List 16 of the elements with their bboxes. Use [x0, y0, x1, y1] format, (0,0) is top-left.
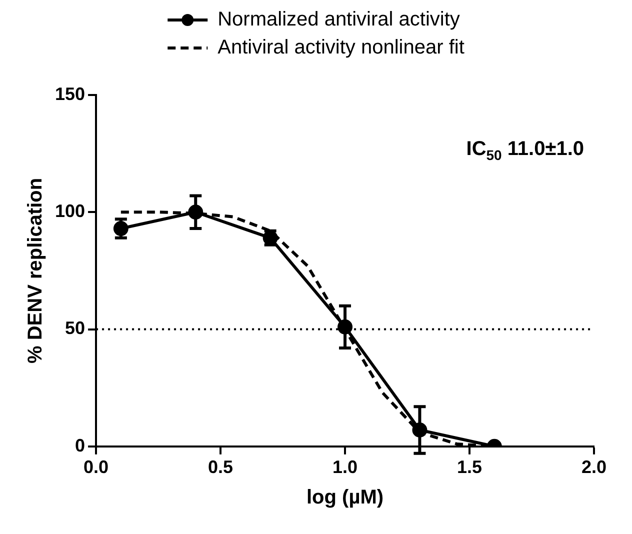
point — [188, 204, 204, 220]
x-tick-label: 0.0 — [84, 457, 109, 478]
y-tick-label: 150 — [54, 84, 86, 104]
point — [338, 319, 353, 334]
point — [412, 422, 428, 438]
y-axis-title: % DENV replication — [24, 178, 47, 364]
x-axis-title: log (µM) — [306, 486, 384, 509]
legend-label: Normalized antiviral activity — [218, 8, 460, 31]
x-tick-label: 1.0 — [332, 457, 358, 478]
x-tick-label: 1.5 — [456, 457, 482, 478]
x-tick-label: 0.5 — [208, 457, 234, 478]
y-tick-label: 0 — [75, 435, 86, 456]
x-tick-label: 2.0 — [581, 457, 607, 478]
y-tick-label: 50 — [65, 318, 86, 338]
legend-label: Antiviral activity nonlinear fit — [218, 36, 465, 59]
y-tick-label: 100 — [54, 201, 86, 222]
